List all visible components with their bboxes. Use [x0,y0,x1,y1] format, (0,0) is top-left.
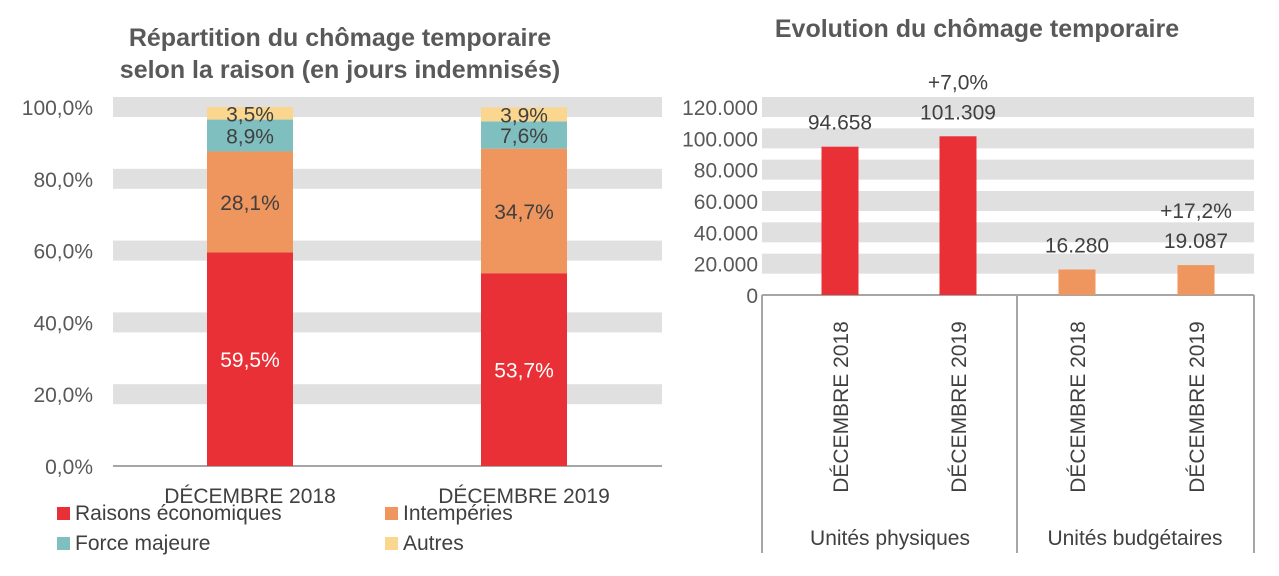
data-label: 7,6% [500,125,548,148]
gridline-band [762,253,1254,274]
y-tick-label: 80,0% [33,169,93,192]
gridline-band [762,97,1254,117]
x-tick-label: DÉCEMBRE 2018 [1067,321,1090,493]
left-chart: Répartition du chômage temporaire selon … [22,24,662,555]
y-tick-label: 0 [746,285,758,308]
y-tick-label: 20.000 [694,254,758,277]
value-label: 94.658 [808,112,872,135]
bar-segment-intempéries [481,148,567,274]
y-tick-label: 60.000 [694,191,758,214]
x-tick-label: DÉCEMBRE 2019 [948,321,971,493]
x-tick-label: DÉCEMBRE 2019 [1186,321,1209,493]
legend-label: Force majeure [75,532,210,555]
change-label: +7,0% [928,71,988,94]
y-tick-label: 20,0% [33,384,93,407]
bar-segment-force-majeure [207,119,293,152]
right-chart: Evolution du chômage temporaire 0 20.000 4… [682,15,1255,553]
data-label: 34,7% [494,201,554,224]
bar [1177,265,1215,295]
data-label: 3,5% [226,103,274,126]
legend-swatch [385,507,398,520]
bar-segment-intempéries [207,151,293,253]
left-chart-title-line2: selon la raison (en jours indemnisés) [120,56,560,84]
legend-label: Autres [403,532,464,555]
change-label: +17,2% [1160,200,1232,223]
x-tick-label: DÉCEMBRE 2018 [830,321,853,493]
bar [821,146,859,295]
legend-label: Raisons économiques [75,502,282,525]
data-label: 8,9% [226,126,274,149]
y-tick-label: 100,0% [22,97,93,120]
value-label: 16.280 [1045,234,1109,257]
group-label: Unités budgétaires [1047,527,1222,550]
bar-segment-force-majeure [481,121,567,149]
value-label: 101.309 [920,101,996,124]
legend-swatch [57,507,70,520]
y-tick-label: 0,0% [45,456,93,479]
gridline-band [762,159,1254,180]
legend-swatch [57,537,70,550]
legend-swatch [385,537,398,550]
gridline-band [762,222,1254,243]
legend-label: Intempéries [403,502,513,525]
bar [939,136,977,295]
value-label: 19.087 [1164,230,1228,253]
x-tick-label: DÉCEMBRE 2018 [164,485,336,508]
y-tick-label: 100.000 [682,128,758,151]
gridline-band [113,384,662,405]
y-tick-label: 40,0% [33,312,93,335]
bar-segment-autres [481,107,567,122]
data-label: 53,7% [494,360,554,383]
left-chart-title-line1: Répartition du chômage temporaire [129,24,551,52]
y-tick-label: 60,0% [33,241,93,264]
gridline-band [113,240,662,261]
bar-segment-raisons-économiques [481,273,567,466]
y-tick-label: 120.000 [682,97,758,120]
y-tick-label: 80.000 [694,160,758,183]
bar [1058,269,1096,295]
bar-segment-autres [207,107,293,120]
right-chart-title: Evolution du chômage temporaire [775,15,1179,43]
gridline-band [113,168,662,189]
gridline-band [762,191,1254,211]
gridline-band [113,312,662,333]
y-tick-label: 40.000 [694,222,758,245]
data-label: 59,5% [220,349,280,372]
gridline-band [762,128,1254,149]
data-label: 3,9% [500,104,548,127]
data-label: 28,1% [220,192,280,215]
x-tick-label: DÉCEMBRE 2019 [438,485,610,508]
group-label: Unités physiques [810,527,970,550]
bar-segment-raisons-économiques [207,252,293,466]
gridline-band [113,97,662,117]
